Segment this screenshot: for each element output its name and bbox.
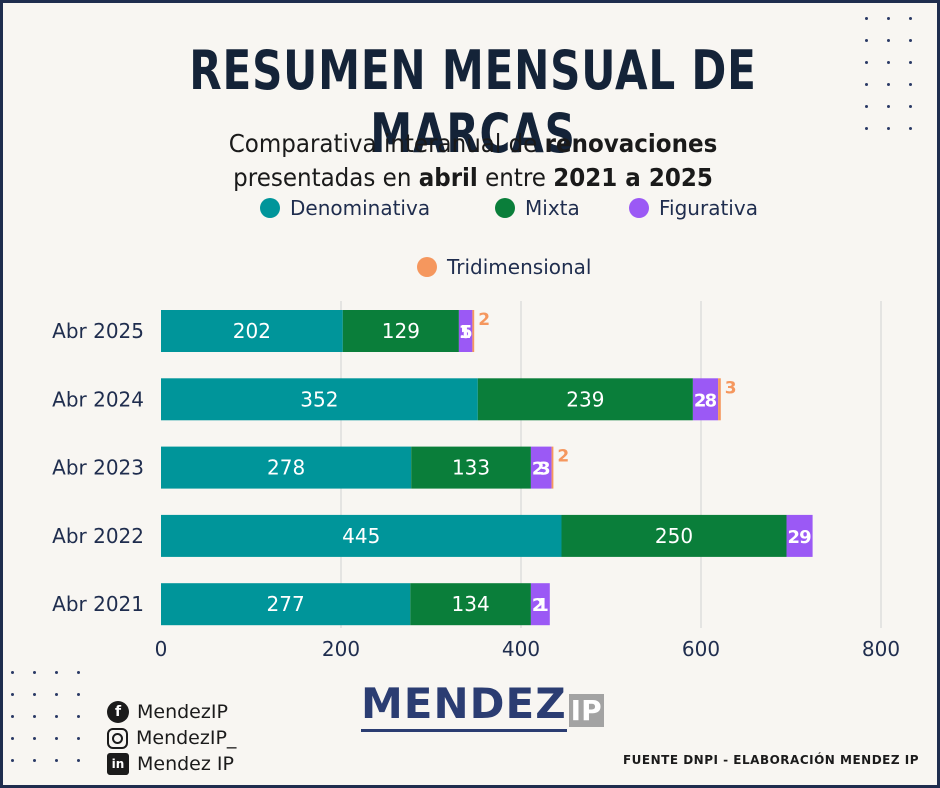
data-label: 23 xyxy=(532,459,551,480)
social-linkedin[interactable]: in Mendez IP xyxy=(107,753,234,775)
subtitle-text: presentadas en xyxy=(233,163,419,192)
bar-segment xyxy=(161,514,562,557)
data-label: 134 xyxy=(452,592,490,616)
legend-swatch xyxy=(260,198,280,218)
bar-segment xyxy=(411,446,531,489)
data-label: 3 xyxy=(725,378,737,398)
data-label: 202 xyxy=(233,319,271,343)
subtitle-emphasis: abril xyxy=(418,163,478,192)
bar-segment xyxy=(786,514,813,557)
data-label: 21 xyxy=(532,595,549,616)
legend-item-mixta: Mixta xyxy=(495,196,580,220)
bar-segment xyxy=(472,310,475,352)
social-facebook[interactable]: f MendezIP xyxy=(107,701,228,723)
linkedin-icon: in xyxy=(107,753,129,775)
bar-segment xyxy=(410,583,531,626)
bar-segment xyxy=(718,378,721,421)
bar-segment xyxy=(161,446,412,489)
bar-segment xyxy=(161,378,478,421)
legend-label: Tridimensional xyxy=(447,255,592,279)
y-category-label: Abr 2024 xyxy=(52,387,144,411)
bar-segment xyxy=(161,310,343,352)
data-label: 129 xyxy=(382,319,420,343)
page-title: RESUMEN MENSUAL DE MARCAS xyxy=(189,39,757,165)
data-label: 2 xyxy=(557,447,569,467)
subtitle-line-1: Comparativa interanual de renovaciones xyxy=(41,129,906,158)
bar-segment xyxy=(161,583,411,626)
social-label: Mendez IP xyxy=(137,753,234,775)
data-label: 277 xyxy=(267,592,305,616)
data-label: 2 xyxy=(478,310,490,330)
legend-swatch xyxy=(629,198,649,218)
data-label: 445 xyxy=(342,524,380,548)
data-label: 28 xyxy=(694,390,717,411)
bar-segment xyxy=(477,378,693,421)
facebook-icon: f xyxy=(107,701,129,723)
social-label: MendezIP_ xyxy=(136,727,237,749)
data-label: 278 xyxy=(267,456,305,480)
subtitle-emphasis: 2021 a 2025 xyxy=(553,163,713,192)
legend-label: Figurativa xyxy=(659,196,758,220)
logo-wordmark: MENDEZ xyxy=(361,683,567,732)
subtitle-emphasis: renovaciones xyxy=(544,129,718,158)
data-label: 352 xyxy=(300,387,338,411)
y-category-label: Abr 2021 xyxy=(52,592,144,616)
data-label: 239 xyxy=(566,387,604,411)
mendez-ip-logo: MENDEZ IP xyxy=(361,683,604,732)
y-category-label: Abr 2022 xyxy=(52,524,144,548)
legend-swatch xyxy=(495,198,515,218)
legend-item-denominativa: Denominativa xyxy=(260,196,430,220)
legend-label: Mixta xyxy=(525,196,580,220)
source-note: FUENTE DNPI - ELABORACIÓN MENDEZ IP xyxy=(622,753,919,767)
bar-segment xyxy=(530,583,550,626)
y-category-label: Abr 2025 xyxy=(52,319,144,343)
legend-label: Denominativa xyxy=(290,196,431,220)
x-tick-label: 800 xyxy=(862,637,900,661)
data-label: 15 xyxy=(459,322,473,343)
logo-suffix: IP xyxy=(568,694,604,727)
bar-segment xyxy=(692,378,719,421)
bar-segment xyxy=(458,310,473,352)
social-label: MendezIP xyxy=(137,701,228,723)
subtitle-text: entre xyxy=(477,163,554,192)
x-tick-label: 0 xyxy=(155,637,168,661)
legend-item-figurativa: Figurativa xyxy=(629,196,758,220)
social-instagram[interactable]: MendezIP_ xyxy=(107,727,236,749)
data-label: 29 xyxy=(788,527,812,548)
x-tick-label: 400 xyxy=(502,637,540,661)
x-tick-label: 200 xyxy=(322,637,360,661)
subtitle-line-2: presentadas en abril entre 2021 a 2025 xyxy=(41,163,906,192)
bar-segment xyxy=(530,446,552,489)
y-category-label: Abr 2023 xyxy=(52,456,144,480)
instagram-icon xyxy=(107,727,128,749)
legend-item-tridimensional: Tridimensional xyxy=(417,255,591,279)
subtitle-text: Comparativa interanual de xyxy=(228,129,545,158)
data-label: 250 xyxy=(655,524,693,548)
data-label: 133 xyxy=(452,456,490,480)
legend-swatch xyxy=(417,257,437,277)
bar-segment xyxy=(342,310,459,352)
bar-segment xyxy=(561,514,787,557)
x-tick-label: 600 xyxy=(682,637,720,661)
bar-segment xyxy=(551,446,554,489)
